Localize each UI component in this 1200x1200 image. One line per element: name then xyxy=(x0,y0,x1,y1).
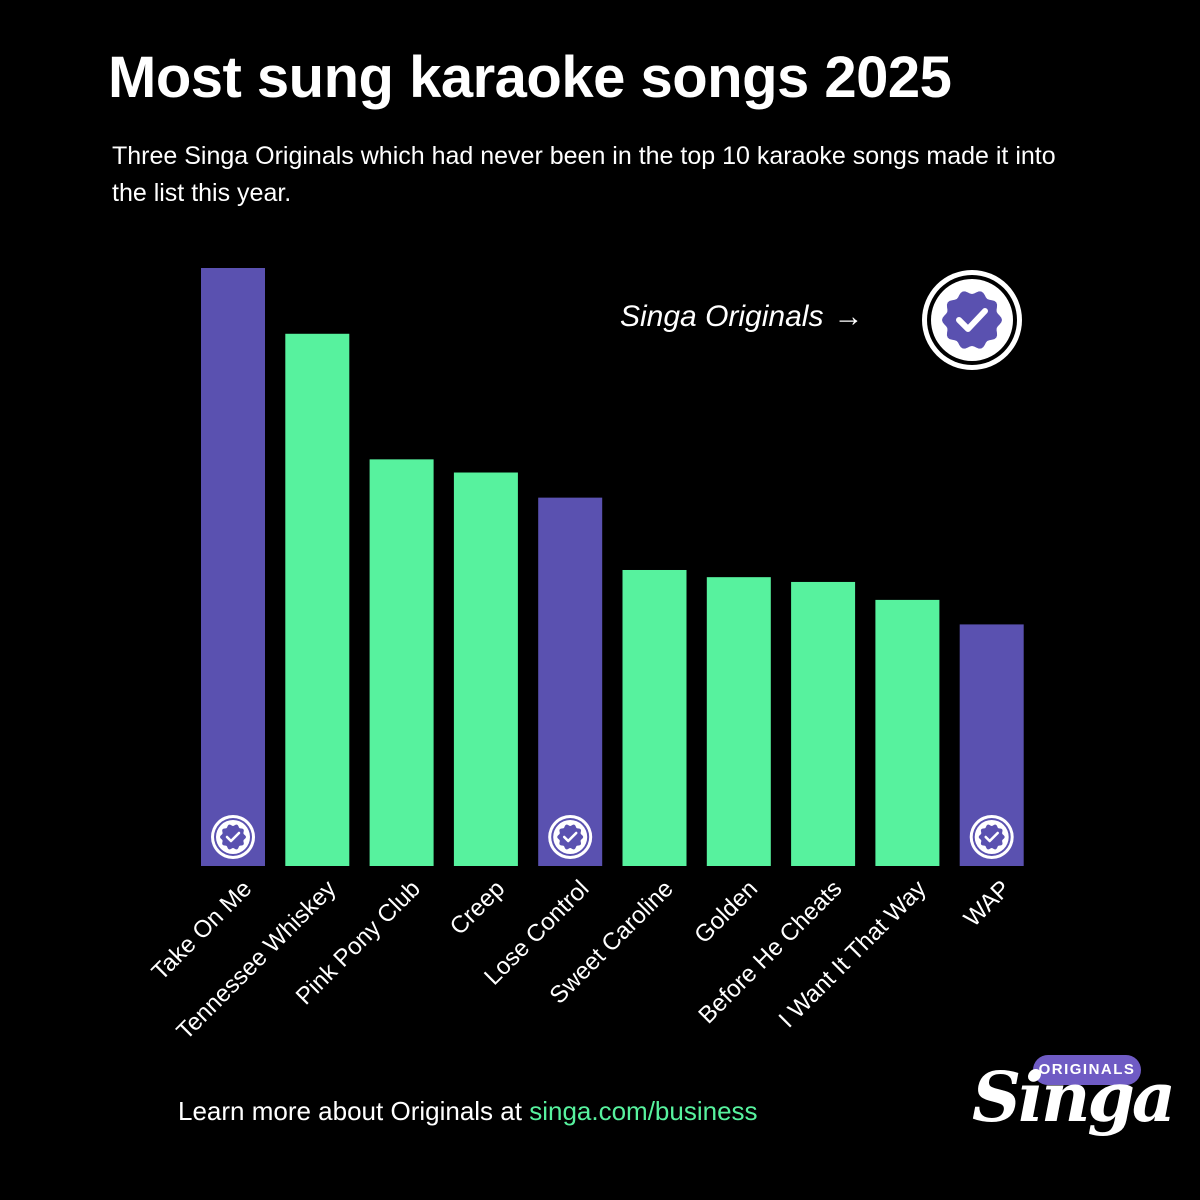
logo-pill-text: ORIGINALS xyxy=(1038,1061,1136,1078)
bar-before-he-cheats xyxy=(791,581,856,866)
chart-subtitle: Three Singa Originals which had never be… xyxy=(112,142,1056,207)
legend-label: Singa Originals xyxy=(620,300,824,333)
x-tick-label: Tennessee Whiskey xyxy=(172,875,342,1045)
bar-take-on-me xyxy=(201,268,265,866)
bar-sweet-caroline xyxy=(622,569,687,866)
arrow-right-icon: → xyxy=(833,300,864,333)
bar-creep xyxy=(453,472,518,866)
bar-i-want-it-that-way xyxy=(875,599,940,866)
x-tick-label: Creep xyxy=(445,875,510,940)
footer-text: Learn more about Originals at xyxy=(178,1096,530,1126)
x-tick-label: Before He Cheats xyxy=(693,875,847,1029)
legend: Singa Originals → xyxy=(620,300,863,334)
bar-golden xyxy=(706,577,771,866)
x-tick-label: Golden xyxy=(689,875,763,949)
check-badge-icon xyxy=(922,270,1022,370)
footer: Learn more about Originals at singa.com/… xyxy=(178,1096,758,1127)
x-tick-label: WAP xyxy=(959,875,1016,932)
check-badge-icon xyxy=(969,815,1014,859)
logo-wordmark: Singa xyxy=(972,1058,1176,1138)
bar-lose-control xyxy=(538,497,603,866)
bar-tennessee-whiskey xyxy=(285,333,350,866)
check-badge-icon xyxy=(548,815,593,859)
singa-originals-logo: ORIGINALS Singa xyxy=(970,1052,1176,1152)
footer-link[interactable]: singa.com/business xyxy=(529,1096,758,1126)
bar-pink-pony-club xyxy=(369,459,434,866)
check-badge-icon xyxy=(211,815,255,859)
logo-pill: ORIGINALS xyxy=(1033,1055,1141,1085)
x-tick-label: I Want It That Way xyxy=(774,875,932,1033)
chart-title: Most sung karaoke songs 2025 xyxy=(108,45,952,110)
